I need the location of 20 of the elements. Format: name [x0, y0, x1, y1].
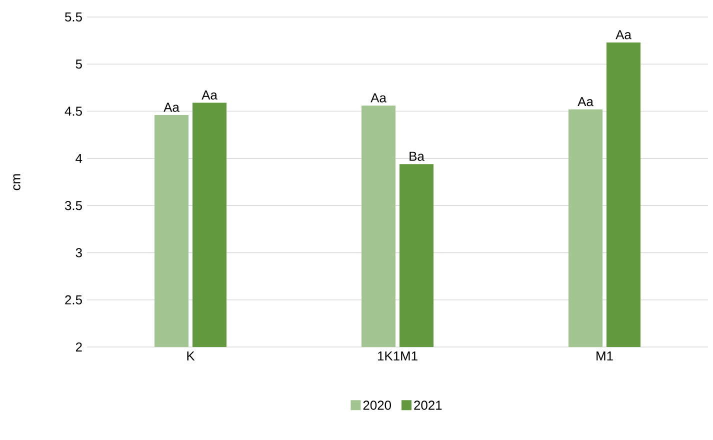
legend-label: 2021	[414, 400, 442, 410]
data-label: Ba	[410, 152, 424, 161]
y-tick-label: 3	[76, 248, 82, 258]
y-tick-label: 5.5	[65, 12, 82, 22]
y-tick-label: 2	[76, 342, 82, 352]
x-tick-label: 1K1M1	[378, 352, 418, 360]
y-tick-label: 2.5	[65, 295, 82, 304]
y-tick-label: 4.5	[64, 106, 82, 116]
x-tick-label: K	[187, 352, 195, 360]
y-tick-label: 3.5	[64, 200, 82, 210]
y-tick-label: 5	[76, 60, 82, 69]
legend-label: 2020	[363, 400, 392, 410]
data-label: Aa	[202, 90, 218, 100]
data-label: Aa	[616, 30, 632, 40]
data-label: Aa	[578, 97, 594, 106]
data-label: Aa	[164, 102, 180, 112]
data-label: Aa	[370, 93, 386, 102]
y-axis-title: cm	[13, 174, 20, 190]
y-tick-label: 4	[76, 154, 82, 163]
x-tick-label: M1	[596, 352, 613, 360]
